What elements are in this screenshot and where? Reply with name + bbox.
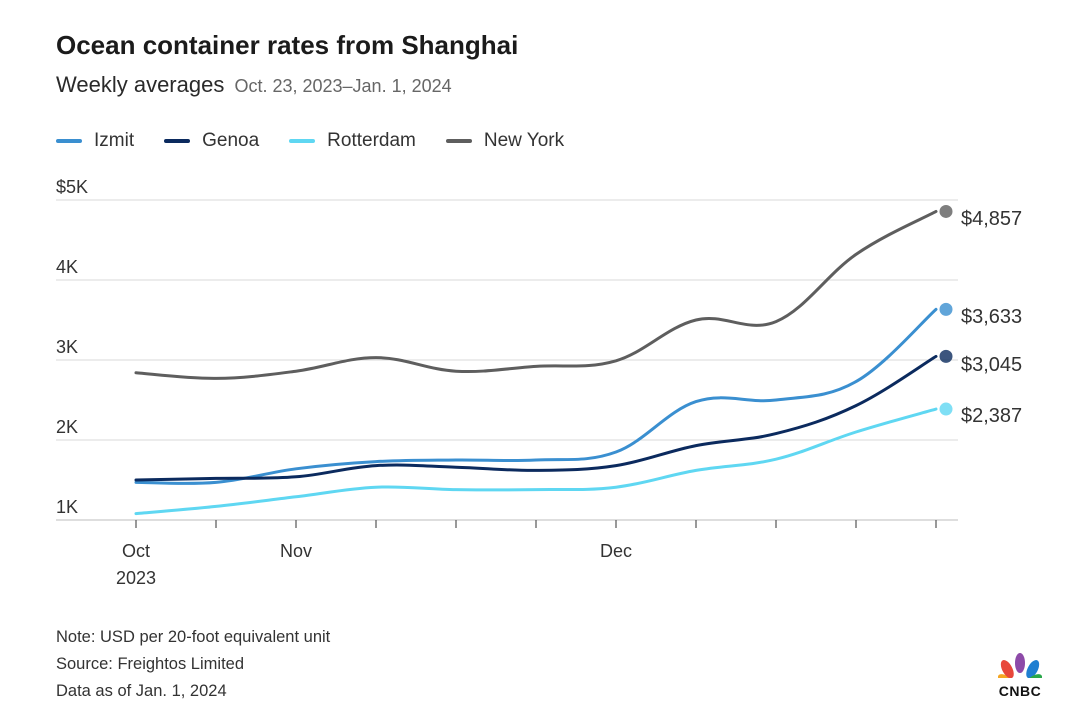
- subtitle-text: Weekly averages: [56, 72, 225, 97]
- legend-item-genoa: Genoa: [164, 130, 259, 152]
- legend-label: Izmit: [94, 130, 135, 151]
- legend-item-new-york: New York: [445, 130, 565, 152]
- x-tick-label: Dec: [600, 541, 632, 561]
- legend-swatch: [289, 139, 316, 143]
- end-label-izmit: $3,633: [961, 306, 1022, 328]
- y-tick-label: 4K: [56, 257, 78, 277]
- logo-word: CNBC: [998, 683, 1042, 699]
- series-line-izmit: [134, 307, 938, 485]
- chart-title: Ocean container rates from Shanghai: [56, 30, 519, 60]
- x-tick-label: Oct: [122, 541, 150, 561]
- legend-label: Genoa: [202, 130, 260, 151]
- legend-swatch: [445, 139, 472, 143]
- legend-swatch: [56, 139, 82, 143]
- chart-subtitle: Weekly averages Oct. 23, 2023–Jan. 1, 20…: [56, 72, 452, 98]
- end-label-rotterdam: $2,387: [961, 405, 1022, 427]
- legend: Izmit Genoa Rotterdam New York: [56, 130, 564, 152]
- y-tick-label: 2K: [56, 417, 78, 437]
- note-text: Note: USD per 20-foot equivalent unit: [56, 628, 331, 646]
- series-line-new-york: [134, 209, 938, 380]
- end-label-genoa: $3,045: [961, 354, 1022, 376]
- source-text: Source: Freightos Limited: [56, 655, 245, 673]
- y-tick-label: $5K: [56, 177, 88, 197]
- legend-label: Rotterdam: [327, 130, 416, 151]
- legend-item-rotterdam: Rotterdam: [289, 130, 416, 152]
- x-tick-sublabel: 2023: [116, 568, 156, 588]
- series-line-genoa: [134, 354, 938, 482]
- x-tick-label: Nov: [280, 541, 312, 561]
- end-point-izmit: [939, 302, 953, 316]
- legend-swatch: [164, 139, 191, 143]
- end-label-new-york: $4,857: [961, 208, 1022, 230]
- legend-label: New York: [483, 130, 565, 151]
- end-point-genoa: [939, 349, 953, 363]
- peacock-icon: [997, 653, 1043, 689]
- legend-item-izmit: Izmit: [56, 130, 134, 152]
- date-range: Oct. 23, 2023–Jan. 1, 2024: [234, 76, 452, 96]
- end-point-rotterdam: [939, 402, 953, 416]
- end-point-new-york: [939, 204, 953, 218]
- y-tick-label: 1K: [56, 497, 78, 517]
- y-tick-label: 3K: [56, 337, 78, 357]
- data-as-of-text: Data as of Jan. 1, 2024: [56, 682, 227, 700]
- cnbc-logo: CNBC: [992, 652, 1048, 699]
- chart-notes: Note: USD per 20-foot equivalent unit So…: [56, 624, 330, 705]
- series-line-rotterdam: [134, 407, 938, 516]
